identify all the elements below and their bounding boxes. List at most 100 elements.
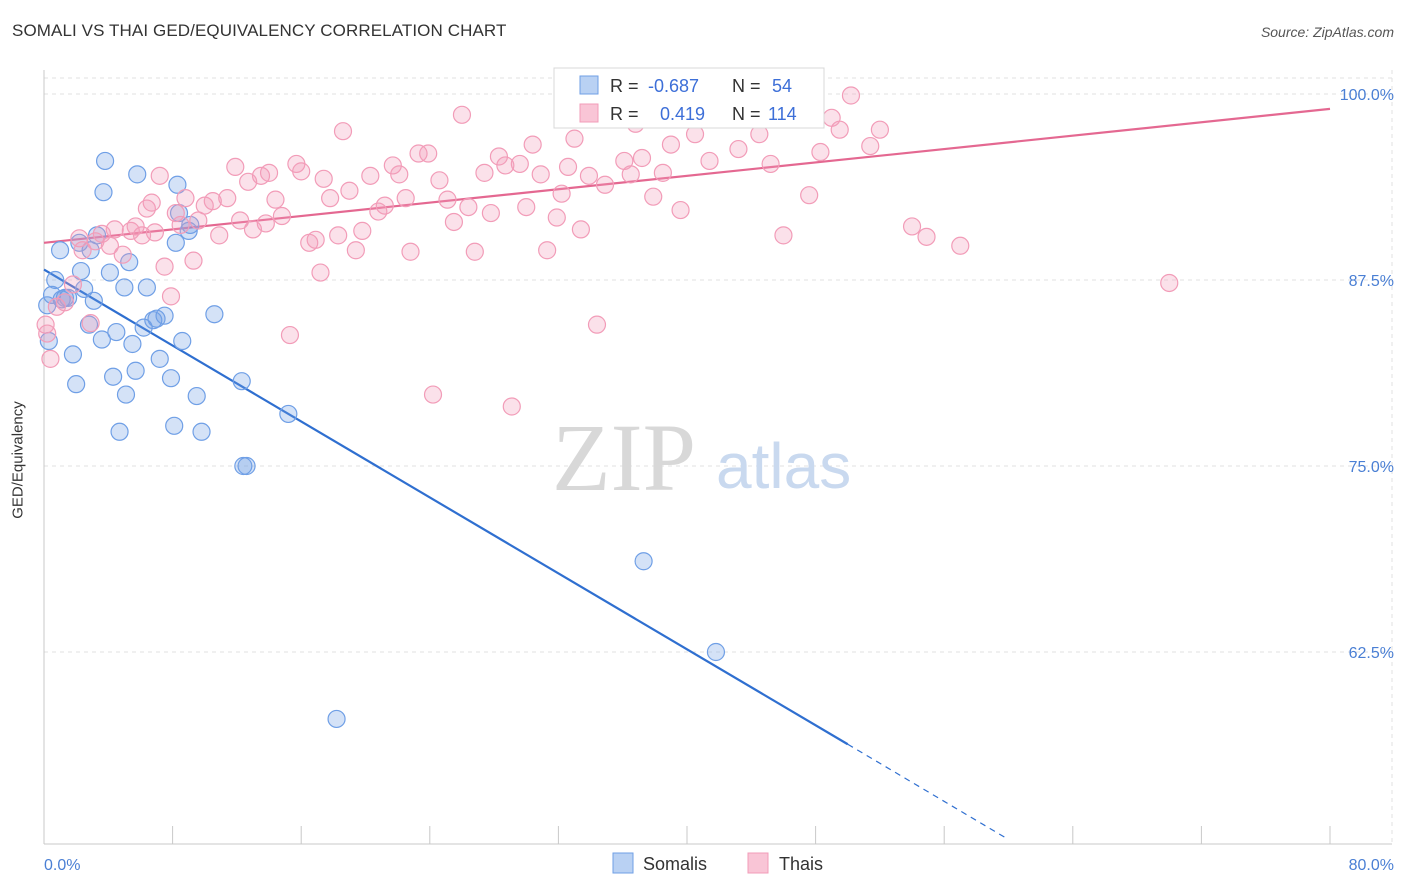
thai-point-89 <box>632 148 652 168</box>
somali-point-34 <box>155 306 174 325</box>
thai-point-61 <box>423 385 443 404</box>
thai-point-95 <box>700 151 719 171</box>
somali-point-47 <box>237 456 256 476</box>
thai-point-20 <box>150 166 169 185</box>
chart-source: Source: ZipAtlas.com <box>1260 24 1394 40</box>
thai-swatch <box>579 103 599 123</box>
thai-point-69 <box>481 203 500 223</box>
thai-point-40 <box>280 325 300 345</box>
somali-point-23 <box>110 422 129 441</box>
somali-point-24 <box>115 278 134 297</box>
watermark-zip: ZIP <box>552 404 696 511</box>
thai-point-56 <box>390 165 409 184</box>
thai-point-66 <box>459 197 478 217</box>
thai-point-32 <box>226 157 245 177</box>
somali-point-43 <box>192 422 211 441</box>
somali-r-value: -0.687 <box>648 76 699 96</box>
legend-somalis-label: Somalis <box>643 854 707 874</box>
thai-point-9 <box>86 232 105 251</box>
thai-point-82 <box>571 220 591 239</box>
thai-point-106 <box>870 120 890 139</box>
somali-point-8 <box>63 345 83 364</box>
thai-point-30 <box>210 226 229 245</box>
thai-point-11 <box>100 236 120 255</box>
thai-point-63 <box>438 190 457 209</box>
data-points <box>36 86 1179 729</box>
somali-point-44 <box>205 305 224 324</box>
thai-point-5 <box>63 275 83 294</box>
thai-point-77 <box>538 241 557 260</box>
thai-point-96 <box>729 139 748 159</box>
somali-point-36 <box>165 416 184 435</box>
somali-point-33 <box>150 349 169 368</box>
thai-point-17 <box>137 199 156 218</box>
thai-point-13 <box>113 245 132 264</box>
thai-point-25 <box>176 189 195 208</box>
somali-point-3 <box>46 270 65 290</box>
somali-point-11 <box>71 261 91 281</box>
thai-point-31 <box>218 189 237 208</box>
thai-point-62 <box>430 171 449 190</box>
thai-point-57 <box>396 189 415 208</box>
thai-point-45 <box>314 169 333 188</box>
somali-point-53 <box>144 311 163 330</box>
somali-point-29 <box>128 165 147 184</box>
thai-point-7 <box>73 241 92 260</box>
somali-n-label: N = <box>732 76 761 96</box>
somali-point-39 <box>173 331 192 351</box>
thai-point-65 <box>452 105 472 124</box>
thai-point-80 <box>558 157 578 177</box>
thai-point-51 <box>353 221 372 240</box>
thai-point-68 <box>475 163 494 182</box>
x-tick-label-min: 0.0% <box>44 857 80 874</box>
thai-point-52 <box>361 166 380 185</box>
y-tick-label-3: 100.0% <box>1340 87 1394 104</box>
thai-point-104 <box>841 86 861 105</box>
somali-n-value: 54 <box>772 76 792 96</box>
thai-point-83 <box>579 166 599 185</box>
thai-point-12 <box>105 220 124 239</box>
thai-point-26 <box>184 251 203 270</box>
stats-legend-box <box>553 67 825 129</box>
thai-point-23 <box>166 203 185 223</box>
thai-point-38 <box>266 190 285 209</box>
y-tick-label-2: 87.5% <box>1349 273 1394 290</box>
somali-point-20 <box>100 263 120 282</box>
thai-point-4 <box>55 293 74 312</box>
x-tick-labels: 0.0% 80.0% <box>44 857 1394 874</box>
somali-r-label: R = <box>610 76 639 96</box>
thai-point-73 <box>510 154 529 174</box>
thai-point-48 <box>333 122 353 141</box>
axes <box>43 70 1392 845</box>
thai-point-19 <box>145 223 165 242</box>
thai-point-76 <box>531 165 550 184</box>
thai-n-value: 114 <box>768 104 797 124</box>
thai-point-92 <box>661 135 681 154</box>
somali-point-9 <box>67 375 86 394</box>
thai-point-24 <box>171 215 190 235</box>
thai-point-112 <box>311 263 330 282</box>
thai-point-18 <box>142 193 161 212</box>
somali-point-26 <box>120 253 139 272</box>
thai-point-50 <box>346 241 365 260</box>
somali-point-21 <box>104 367 123 386</box>
somali-point-25 <box>116 385 136 404</box>
thai-point-99 <box>774 226 793 245</box>
thai-point-93 <box>671 200 690 220</box>
somali-point-19 <box>95 151 115 171</box>
thai-point-78 <box>547 208 566 227</box>
x-tick-label-max: 80.0% <box>1349 857 1394 874</box>
thai-point-22 <box>161 287 181 306</box>
thai-point-37 <box>259 163 279 182</box>
somali-swatch <box>579 75 599 95</box>
thai-point-29 <box>203 192 222 211</box>
thai-point-46 <box>321 189 340 208</box>
somali-point-42 <box>187 386 206 406</box>
thai-n-label: N = <box>732 104 761 124</box>
thai-point-58 <box>401 242 420 261</box>
somali-point-17 <box>92 330 111 349</box>
thai-point-109 <box>951 236 970 255</box>
thai-point-59 <box>409 144 428 163</box>
thai-r-value: 0.419 <box>660 104 705 124</box>
